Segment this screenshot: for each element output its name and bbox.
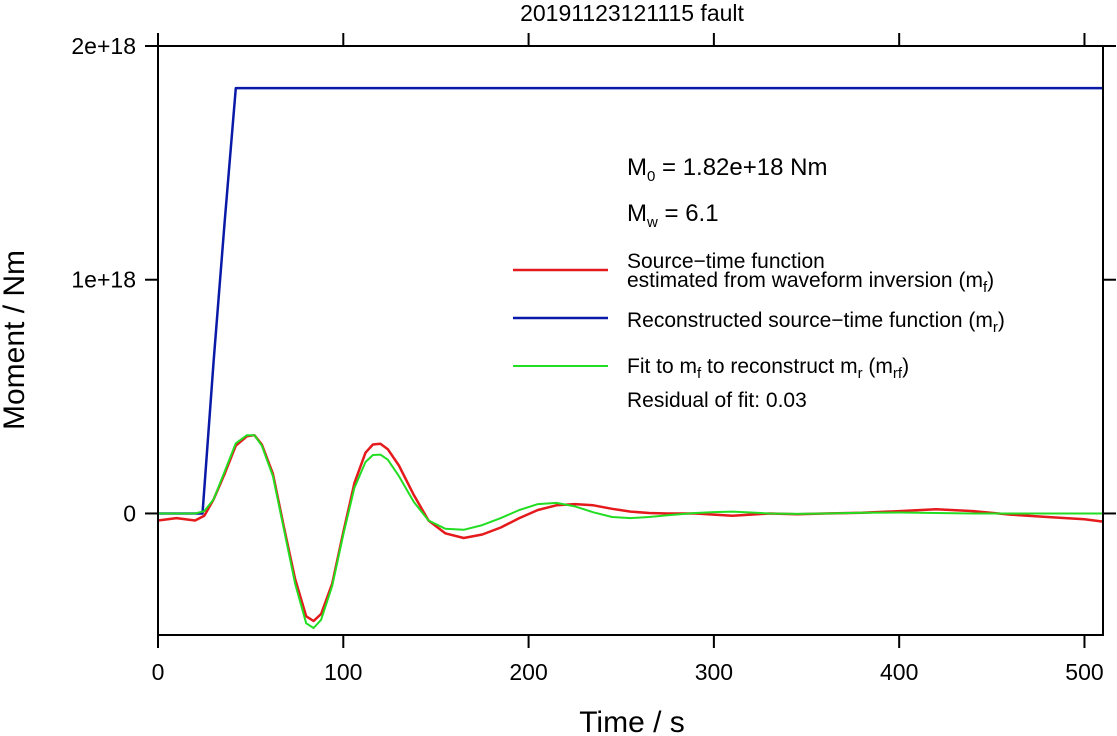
legend: Source−time function estimated from wave… [513, 250, 1005, 382]
legend-label-mf-line2: estimated from waveform inversion (mf) [627, 269, 994, 296]
plot-frame [157, 45, 1104, 636]
y-axis-label: Moment / Nm [0, 250, 31, 430]
axis-ticks: 0 100 200 300 400 500 0 1e+18 2e+18 [71, 33, 1116, 685]
legend-label-mr: Reconstructed source−time function (mr) [627, 309, 1005, 336]
mw-annotation: Mw = 6.1 [627, 200, 719, 231]
residual-annotation: Residual of fit: 0.03 [627, 389, 807, 412]
y-tick-label: 0 [123, 500, 136, 526]
x-tick-label: 200 [509, 659, 547, 685]
x-tick-label: 400 [880, 659, 918, 685]
x-axis-label: Time / s [579, 706, 685, 736]
x-tick-label: 300 [695, 659, 733, 685]
chart-title: 20191123121115 fault [520, 0, 744, 26]
plot-lines [157, 86, 1104, 629]
x-tick-label: 0 [152, 659, 165, 685]
series-line-mf [157, 433, 1104, 623]
y-tick-label: 2e+18 [71, 33, 136, 59]
legend-label-mf-line1: Source−time function [627, 250, 825, 273]
x-tick-label: 100 [324, 659, 362, 685]
x-tick-label: 500 [1065, 659, 1103, 685]
series-line-mr [158, 86, 1103, 515]
y-tick-label: 1e+18 [71, 267, 136, 293]
legend-label-mrf: Fit to mf to reconstruct mr (mrf) [627, 355, 909, 382]
m0-annotation: M0 = 1.82e+18 Nm [627, 154, 827, 185]
series-line-mrf [158, 434, 1103, 629]
